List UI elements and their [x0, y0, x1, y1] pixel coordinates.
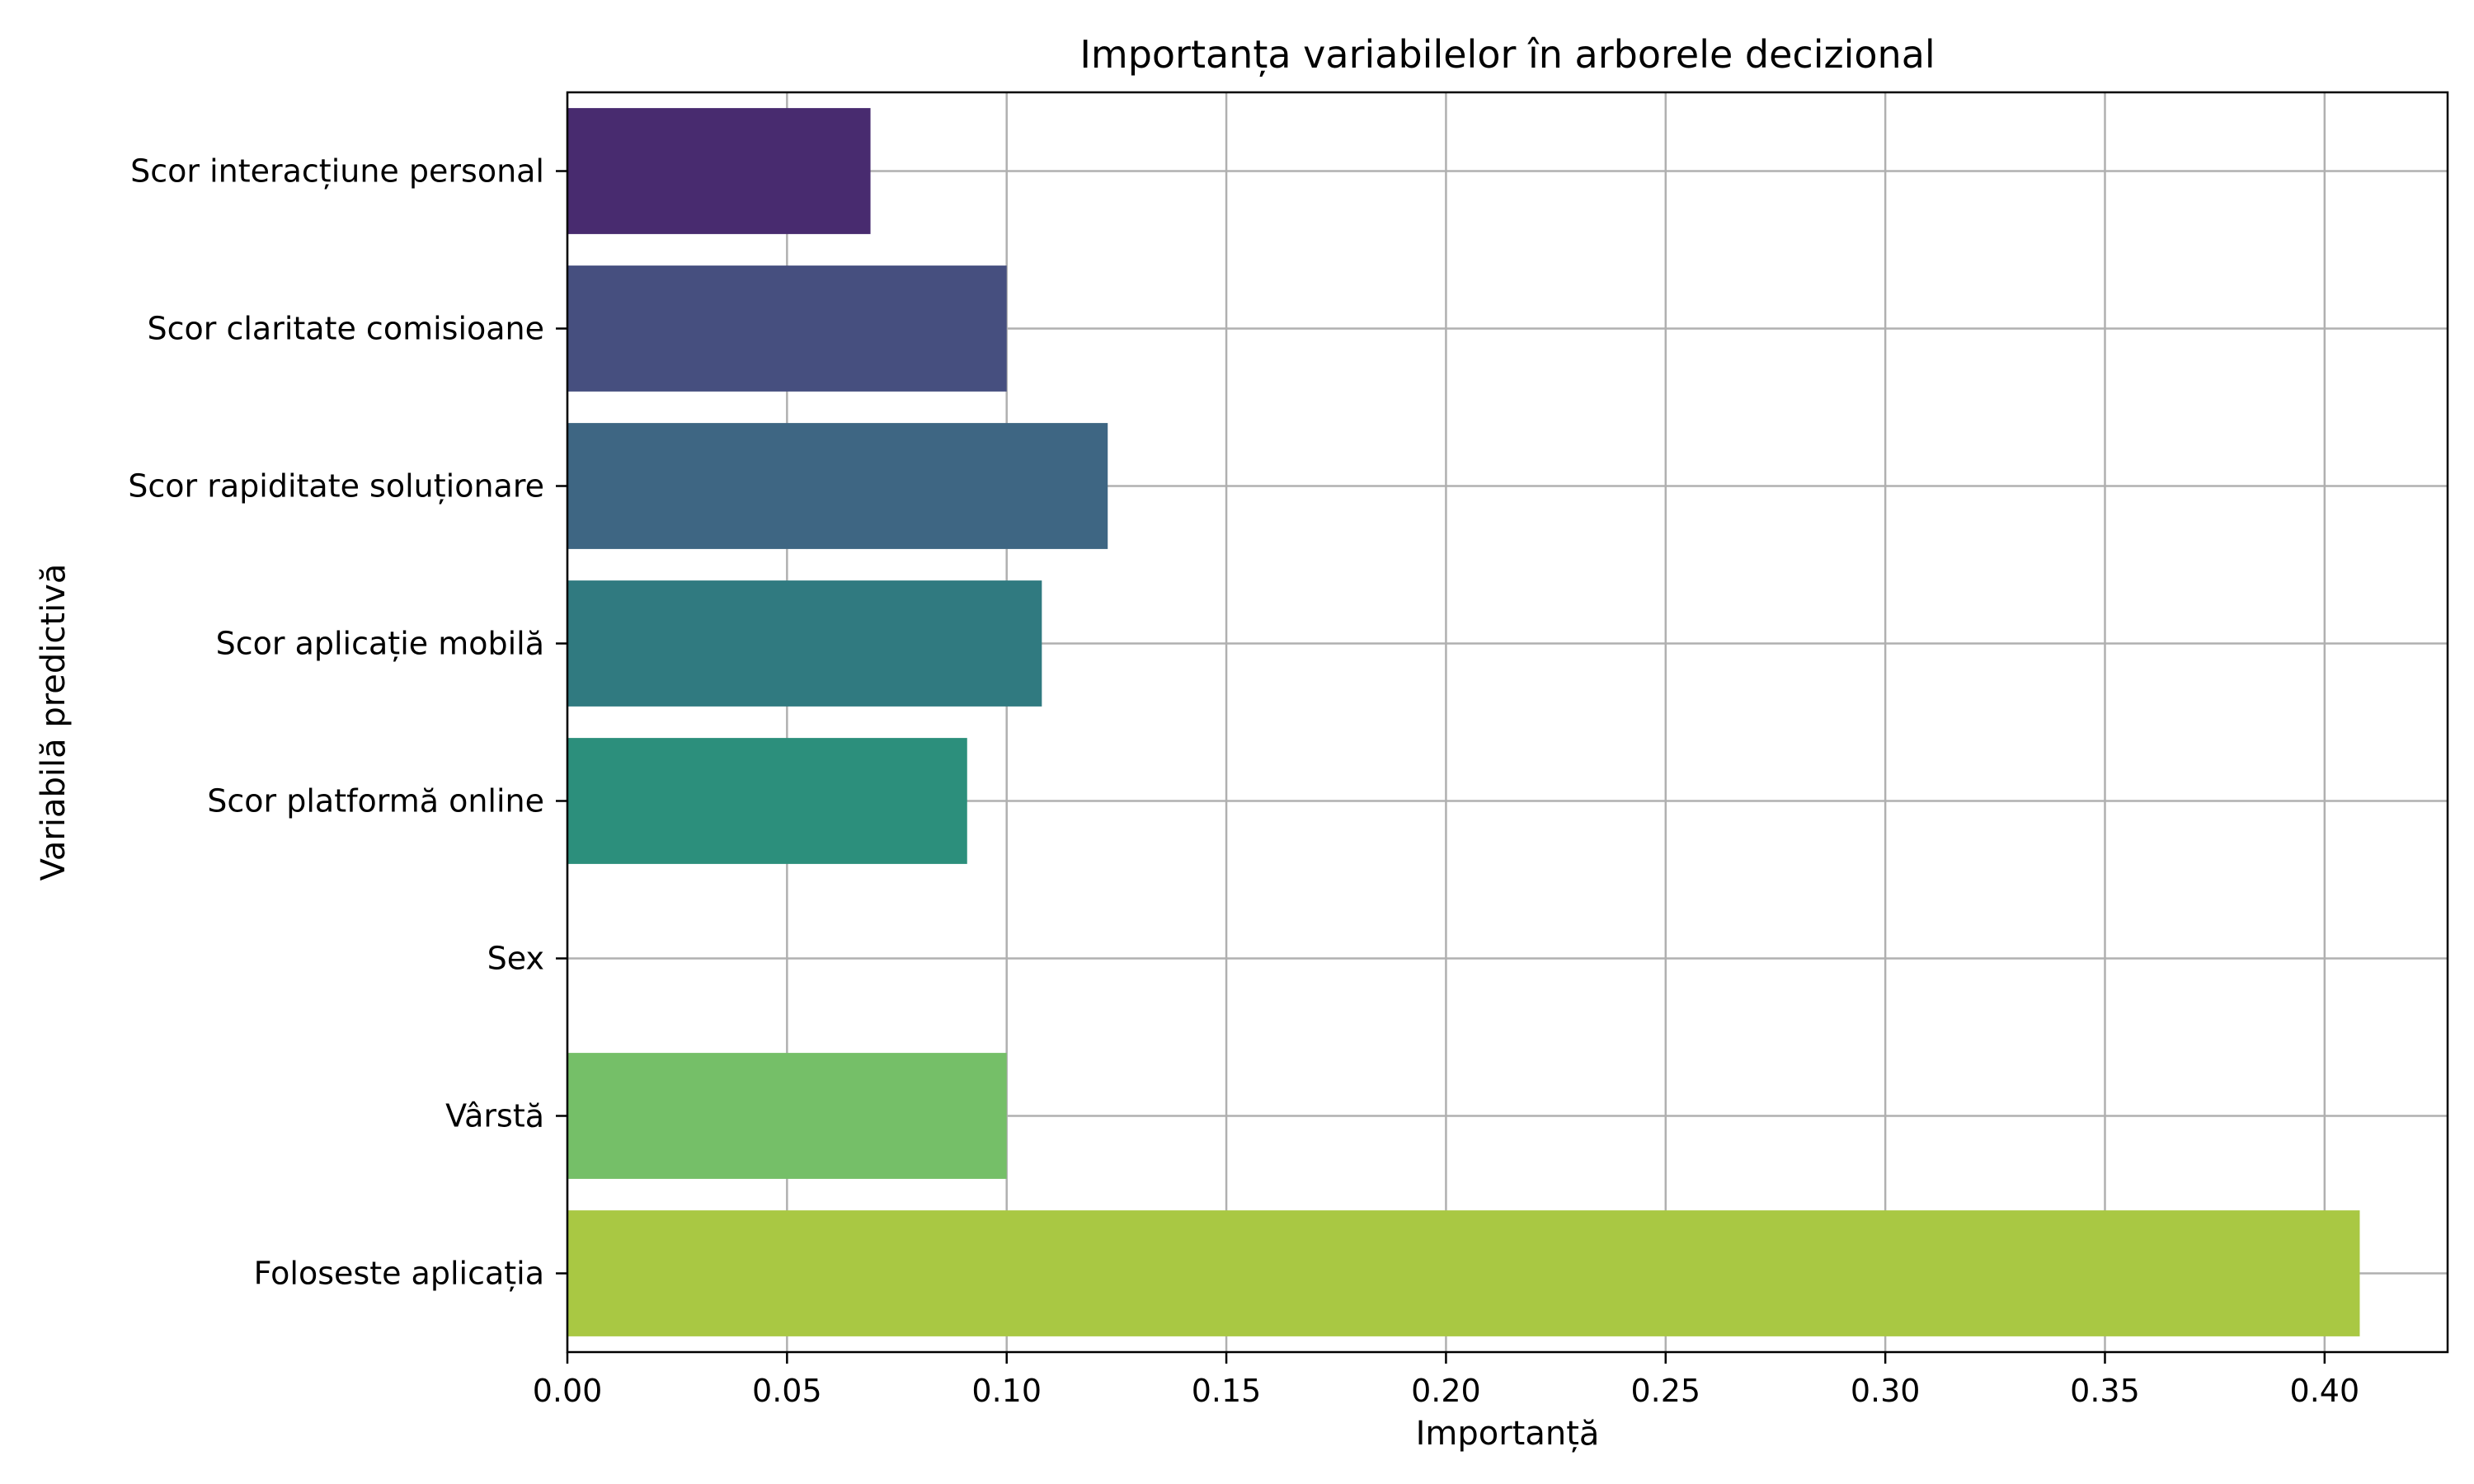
y-axis-label: Variabilă predictivă: [35, 564, 73, 881]
y-tick-label: Scor interacțiune personal: [130, 153, 544, 190]
x-tick-label: 0.25: [1630, 1373, 1700, 1409]
bar-scor-interactiune-personal: [567, 108, 871, 234]
x-tick-label: 0.00: [533, 1373, 603, 1409]
x-tick-label: 0.10: [971, 1373, 1042, 1409]
bar-scor-aplicatie-mobila: [567, 580, 1042, 707]
x-tick-label: 0.35: [2070, 1373, 2140, 1409]
bar-varsta: [567, 1053, 1007, 1179]
y-tick-label: Vârstă: [445, 1098, 544, 1134]
plot-frame: [566, 91, 2449, 1354]
bar-scor-platforma-online: [567, 738, 967, 864]
x-tick-label: 0.40: [2290, 1373, 2360, 1409]
x-tick-label: 0.20: [1411, 1373, 1481, 1409]
y-tick-label: Scor platformă online: [207, 783, 544, 819]
bar-foloseste-aplicatia: [567, 1210, 2360, 1336]
y-tick-label: Foloseste aplicația: [254, 1256, 544, 1292]
y-tick-label: Scor claritate comisioane: [148, 311, 545, 347]
chart-title: Importanța variabilelor în arborele deci…: [1079, 32, 1935, 77]
x-tick-label: 0.30: [1851, 1373, 1921, 1409]
y-tick-label: Sex: [487, 941, 544, 977]
y-tick-label: Scor rapiditate soluționare: [128, 468, 544, 505]
bars: [567, 108, 2360, 1336]
x-tick-label: 0.15: [1192, 1373, 1262, 1409]
bar-scor-rapiditate-solutionare: [567, 423, 1108, 549]
x-tick-label: 0.05: [752, 1373, 822, 1409]
y-tick-label: Scor aplicație mobilă: [216, 626, 544, 662]
x-axis-label: Importanță: [1416, 1415, 1600, 1453]
bar-scor-claritate-comisioane: [567, 265, 1007, 392]
ticks: 0.00 0.05 0.10 0.15 0.20 0.25 0.30 0.35 0.40 Scor…: [128, 153, 2359, 1410]
